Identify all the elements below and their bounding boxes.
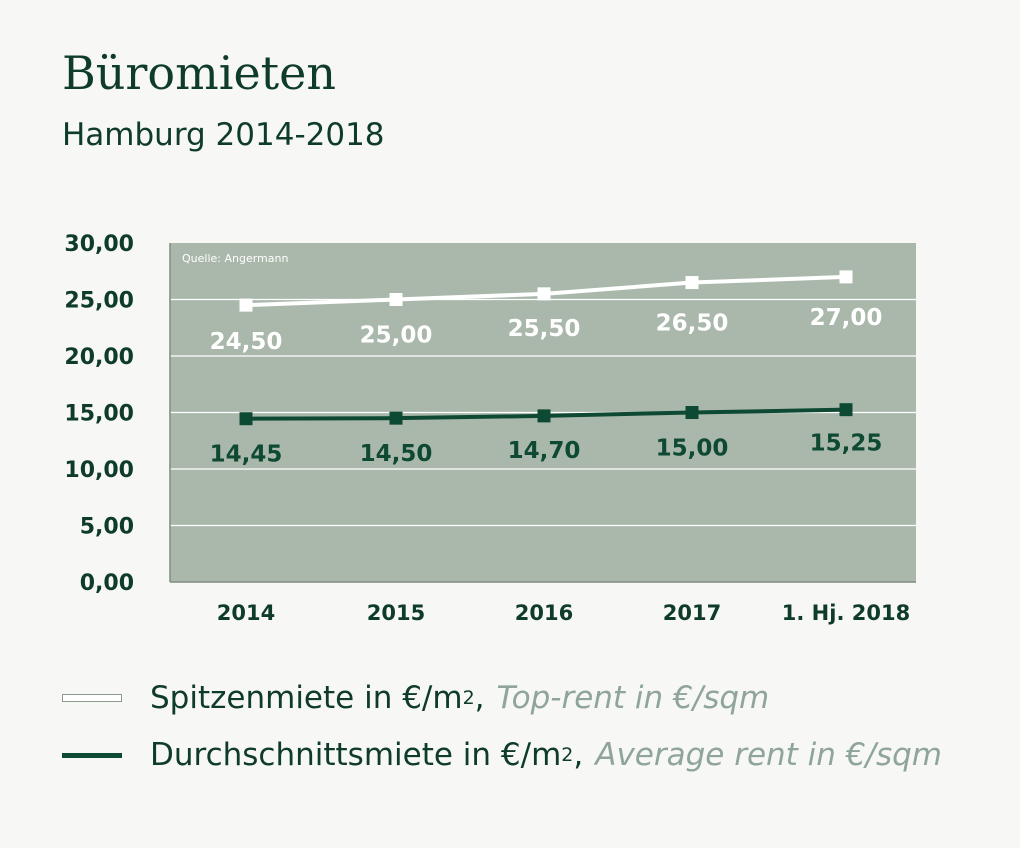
legend-label-avg-rent-en: Average rent in €/sqm <box>595 737 942 773</box>
y-tick-label: 30,00 <box>64 232 134 257</box>
point-avg-rent <box>537 409 551 423</box>
x-tick-label: 2015 <box>367 601 425 625</box>
point-avg-rent <box>389 411 403 425</box>
source-note: Quelle: Angermann <box>182 252 288 265</box>
chart-title: Büromieten <box>62 46 337 100</box>
y-tick-label: 20,00 <box>64 345 134 370</box>
legend-comma-avg-rent: , <box>573 737 584 773</box>
data-label-top-rent: 26,50 <box>656 311 729 337</box>
y-tick-label: 0,00 <box>80 571 134 596</box>
data-label-top-rent: 27,00 <box>810 305 883 331</box>
legend-sup-top-rent: 2 <box>462 687 475 709</box>
x-tick-label: 2017 <box>663 601 721 625</box>
chart-subtitle: Hamburg 2014-2018 <box>62 117 385 153</box>
y-tick-label: 5,00 <box>80 515 134 540</box>
legend-swatch-avg-rent <box>62 752 122 758</box>
point-top-rent <box>537 287 551 301</box>
data-label-avg-rent: 15,00 <box>656 436 729 462</box>
y-tick-label: 10,00 <box>64 458 134 483</box>
data-label-avg-rent: 14,50 <box>360 441 433 467</box>
y-tick-label: 15,00 <box>64 402 134 427</box>
legend-swatch-top-rent <box>62 694 122 702</box>
point-top-rent <box>685 276 699 290</box>
x-tick-label: 2014 <box>217 601 275 625</box>
legend-comma-top-rent: , <box>474 680 485 716</box>
data-label-avg-rent: 14,45 <box>210 442 283 468</box>
data-label-avg-rent: 14,70 <box>508 438 581 464</box>
point-top-rent <box>389 293 403 306</box>
x-tick-label: 1. Hj. 2018 <box>782 601 910 625</box>
legend-label-avg-rent-de: Durchschnittsmiete in €/m <box>150 737 562 773</box>
y-tick-label: 25,00 <box>64 289 134 314</box>
data-label-top-rent: 24,50 <box>210 329 283 355</box>
data-label-top-rent: 25,00 <box>360 323 433 349</box>
data-label-top-rent: 25,50 <box>508 316 581 342</box>
point-top-rent <box>839 270 853 284</box>
point-avg-rent <box>239 412 253 426</box>
x-tick-label: 2016 <box>515 601 573 625</box>
legend-item-avg-rent: Durchschnittsmiete in €/m 2, Average rent… <box>62 737 942 773</box>
data-label-avg-rent: 15,25 <box>810 431 883 457</box>
legend-item-top-rent: Spitzenmiete in €/m 2, Top-rent in €/sqm <box>62 680 769 716</box>
legend-label-top-rent-en: Top-rent in €/sqm <box>496 680 770 716</box>
point-top-rent <box>239 298 253 312</box>
legend-label-top-rent-de: Spitzenmiete in €/m <box>150 680 463 716</box>
point-avg-rent <box>685 406 699 419</box>
point-avg-rent <box>839 403 853 417</box>
legend-sup-avg-rent: 2 <box>561 744 574 766</box>
